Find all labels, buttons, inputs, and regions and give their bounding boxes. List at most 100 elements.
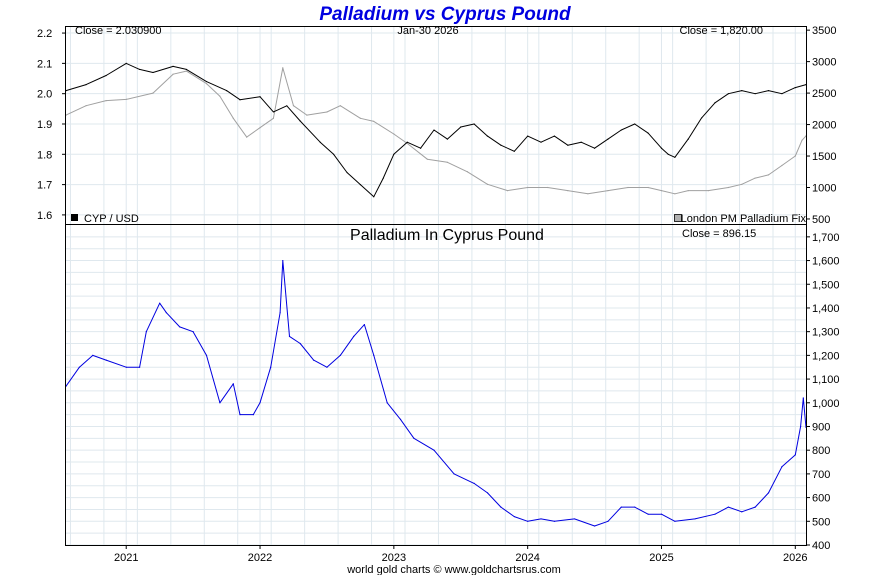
- cyp-usd-line-point: [85, 83, 87, 86]
- right-tick-label-1500: 1500: [812, 151, 836, 163]
- cyp-usd-line-point: [701, 117, 703, 119]
- palladium-cyp-line-point: [363, 323, 366, 326]
- cyp-usd-line-point: [727, 93, 729, 95]
- palladium-usd-line-point: [687, 190, 689, 192]
- palladium-cyp-line-point: [92, 354, 94, 356]
- palladium-cyp-line-point: [270, 366, 272, 368]
- cyp-usd-line-point: [420, 147, 422, 149]
- palladium-usd-line-point: [587, 193, 589, 195]
- lower-close-readout: Close = 896.15: [682, 228, 756, 240]
- cyp-usd-line-point: [513, 150, 515, 152]
- cyp-usd-line-point: [239, 99, 241, 101]
- palladium-usd-line-point: [172, 73, 174, 75]
- right-tick-label-1000: 1000: [812, 182, 836, 194]
- palladium-cyp-line-point: [513, 515, 515, 518]
- palladium-usd-line-point: [627, 186, 629, 189]
- legend-swatch-cyp-usd: [71, 214, 78, 221]
- cyp-usd-line-point: [259, 96, 261, 98]
- palladium-cyp-line-point: [159, 302, 161, 304]
- palladium-cyp-line-point: [674, 520, 676, 522]
- palladium-cyp-line-point: [252, 414, 254, 416]
- palladium-cyp-line-point: [767, 492, 770, 494]
- cyp-usd-line-point: [674, 156, 676, 158]
- cyp-usd-line-point: [553, 135, 556, 137]
- palladium-cyp-line-point: [453, 473, 455, 475]
- palladium-cyp-line-point: [607, 520, 609, 522]
- palladium-usd-line-point: [282, 67, 284, 69]
- palladium-usd-line-point: [466, 171, 469, 173]
- palladium-usd-line-point: [326, 111, 328, 113]
- plot-frame: [65, 26, 807, 546]
- legend-swatch-palladium: [674, 214, 682, 222]
- x-tick-label-2025: 2025: [649, 552, 673, 564]
- cyp-usd-line-point: [634, 123, 636, 125]
- cyp-usd-line-point: [567, 144, 569, 146]
- palladium-cyp-line-point: [413, 437, 415, 439]
- palladium-usd-line-point: [105, 100, 107, 102]
- cyp-usd-line-point: [152, 71, 154, 74]
- palladium-cyp-line-point: [353, 335, 355, 338]
- cyp-usd-line-point: [125, 62, 127, 64]
- palladium-usd-line-point: [741, 183, 743, 185]
- palladium-usd-line-point: [607, 190, 609, 192]
- palladium-usd-line-point: [205, 83, 208, 85]
- x-tick-label-2024: 2024: [515, 552, 539, 564]
- x-tick-label-2021: 2021: [114, 552, 138, 564]
- palladium-cyp-line-point: [553, 520, 556, 522]
- palladium-usd-line-point: [259, 127, 261, 129]
- palladium-usd-line-point: [185, 70, 188, 72]
- cyp-usd-line-point: [382, 177, 384, 180]
- palladium-cyp-line-point: [527, 520, 529, 522]
- palladium-cyp-line-point: [105, 359, 107, 361]
- palladium-cyp-line-point: [239, 414, 241, 416]
- x-tick-label-2023: 2023: [382, 552, 406, 564]
- palladium-cyp-line-point: [399, 418, 402, 420]
- lower-tick-label-600: 600: [812, 493, 830, 505]
- palladium-cyp-line-point: [339, 354, 341, 356]
- palladium-cyp-line-point: [282, 259, 284, 262]
- palladium-usd-line-point: [647, 186, 649, 189]
- palladium-usd-line-point: [547, 186, 549, 189]
- palladium-usd-line-point: [306, 114, 308, 116]
- palladium-usd-line-point: [486, 183, 489, 185]
- x-tick-label-2022: 2022: [248, 552, 272, 564]
- cyp-usd-line-point: [620, 129, 622, 131]
- cyp-usd-line-point: [373, 196, 375, 198]
- palladium-cyp-line-point: [660, 513, 663, 515]
- cyp-usd-line-point: [446, 138, 448, 140]
- date-label: Jan-30 2026: [397, 25, 458, 37]
- cyp-usd-line-point: [205, 80, 208, 83]
- left-tick-label-1.8: 1.8: [37, 149, 52, 161]
- right-close-readout: Close = 1,820.00: [680, 25, 763, 37]
- cyp-usd-line-point: [593, 147, 596, 149]
- cyp-usd-line-point: [138, 68, 141, 71]
- palladium-cyp-line-point: [125, 366, 127, 368]
- legend-label-palladium: London PM Palladium Fix: [681, 213, 807, 225]
- cyp-usd-line-point: [299, 120, 301, 122]
- cyp-usd-line-point: [286, 105, 288, 107]
- palladium-usd-line-point: [794, 155, 796, 157]
- palladium-cyp-line-point: [741, 511, 743, 513]
- palladium-usd-line-point: [426, 158, 428, 160]
- palladium-usd-line-point: [152, 92, 154, 94]
- palladium-cyp-line-point: [205, 354, 208, 356]
- cyp-usd-line-point: [473, 123, 475, 125]
- cyp-usd-line-point: [460, 126, 462, 128]
- cyp-usd-line-point: [754, 93, 756, 95]
- cyp-usd-line-point: [687, 138, 689, 140]
- palladium-usd-line-point: [781, 164, 783, 167]
- palladium-cyp-line-point: [781, 466, 783, 468]
- palladium-usd-line: [65, 67, 807, 195]
- cyp-usd-line-point: [667, 153, 669, 155]
- left-tick-label-2.2: 2.2: [37, 28, 52, 40]
- cyp-usd-line-point: [540, 141, 542, 143]
- palladium-usd-line-point: [232, 117, 234, 119]
- cyp-usd-line-point: [660, 147, 663, 149]
- palladium-usd-line-point: [393, 133, 395, 135]
- palladium-cyp-line-point: [78, 366, 80, 368]
- cyp-usd-line: [65, 62, 807, 198]
- palladium-cyp-line-point: [145, 331, 147, 333]
- cyp-usd-line-point: [794, 87, 796, 89]
- left-tick-label-2.1: 2.1: [37, 58, 52, 70]
